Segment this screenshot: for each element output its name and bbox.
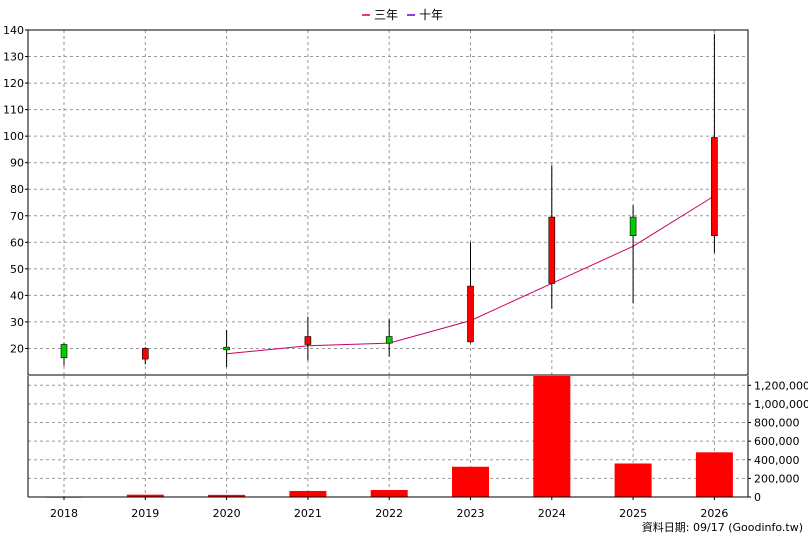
legend-label-3y: 三年: [374, 8, 398, 22]
x-tick-label: 2023: [457, 507, 485, 520]
x-tick-label: 2026: [700, 507, 728, 520]
price-tick-label: 110: [3, 104, 24, 117]
candle-body: [60, 344, 68, 359]
price-panel: 20 30 40 50 60 70 80 90 100 110 120 130 140: [3, 24, 749, 376]
price-tick-label: 50: [10, 263, 24, 276]
x-tick-label: 2019: [131, 507, 159, 520]
candle-body: [304, 336, 312, 345]
price-tick-label: 20: [10, 342, 24, 355]
volume-tick-label: 0: [754, 491, 761, 504]
price-tick-label: 120: [3, 77, 24, 90]
volume-tick-label: 200,000: [754, 472, 800, 485]
price-tick-label: 90: [10, 157, 24, 170]
candle-body: [548, 216, 556, 284]
candle-body: [385, 336, 393, 344]
x-tick-label: 2021: [294, 507, 322, 520]
x-tick-label: 2024: [538, 507, 566, 520]
data-date-footer: 資料日期: 09/17 (Goodinfo.tw): [642, 520, 803, 534]
volume-bar: [208, 494, 246, 497]
volume-bar: [695, 452, 733, 497]
price-tick-label: 60: [10, 236, 24, 249]
volume-tick-label: 1,200,000: [754, 379, 808, 392]
price-tick-label: 80: [10, 183, 24, 196]
volume-tick-label: 600,000: [754, 435, 800, 448]
candle-body: [142, 348, 149, 360]
volume-bar: [126, 494, 164, 497]
volume-bar: [289, 490, 327, 497]
legend: 三年 十年: [362, 8, 443, 22]
x-tick-label: 2018: [50, 507, 78, 520]
volume-bar: [452, 466, 489, 497]
volume-bar: [370, 490, 408, 497]
volume-tick-label: 400,000: [754, 454, 800, 467]
volume-bar: [614, 463, 652, 497]
volume-tick-label: 1,000,000: [754, 398, 808, 411]
price-tick-label: 70: [10, 210, 24, 223]
volume-bar: [533, 376, 571, 497]
x-axis: 2018 2019 2020 2021 2022 2023 2024 2025 2026: [50, 497, 728, 520]
x-tick-label: 2025: [619, 507, 647, 520]
x-tick-label: 2022: [375, 507, 403, 520]
candle-body: [467, 285, 474, 343]
price-tick-label: 100: [3, 130, 24, 143]
candle-body: [629, 216, 637, 236]
price-tick-label: 130: [3, 51, 24, 64]
candle-body: [711, 137, 718, 236]
volume-panel: 0 200,000 400,000 600,000 800,000 1,000,000 1,…: [27, 376, 808, 504]
candle-body: [223, 346, 230, 351]
price-frame: [27, 29, 749, 376]
legend-label-10y: 十年: [419, 8, 443, 22]
price-tick-label: 140: [3, 24, 24, 37]
volume-tick-label: 800,000: [754, 417, 800, 430]
price-tick-label: 30: [10, 316, 24, 329]
price-tick-label: 40: [10, 289, 24, 302]
x-tick-label: 2020: [213, 507, 241, 520]
